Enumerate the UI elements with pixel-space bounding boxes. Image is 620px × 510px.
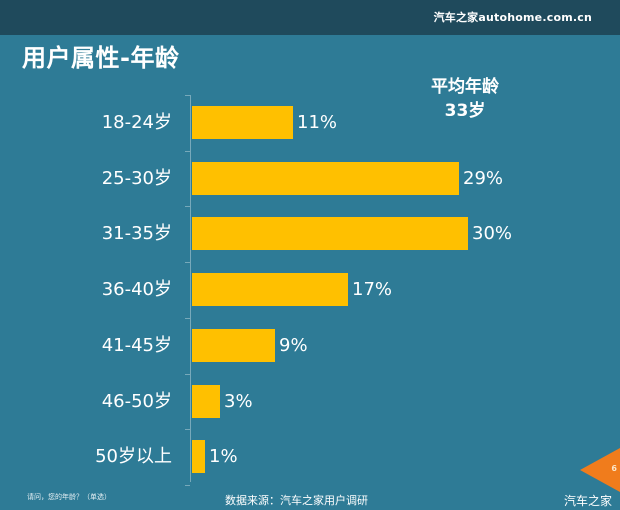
page-marker-icon [580,448,620,492]
axis-tick [185,151,190,152]
bar [192,106,293,139]
bar-value-label: 3% [224,391,253,412]
bar [192,329,275,362]
bar-value-label: 17% [352,279,393,300]
top-band: 汽车之家autohome.com.cn [0,0,620,35]
bar [192,162,459,195]
bar [192,440,205,473]
axis-tick [185,262,190,263]
category-label: 25-30岁 [101,168,172,189]
axis-tick [185,95,190,96]
survey-question: 请问，您的年龄？（单选） [27,493,111,501]
category-label: 50岁以上 [95,446,172,467]
category-label: 31-35岁 [101,223,172,244]
average-age-value: 33岁 [444,101,486,121]
axis-tick [185,318,190,319]
axis-tick [185,429,190,430]
bar-value-label: 29% [463,168,504,189]
category-label: 36-40岁 [101,279,172,300]
average-age-label: 平均年龄 [431,77,499,97]
category-label: 46-50岁 [101,391,172,412]
page-number: 6 [611,464,617,473]
bar-row: 50岁以上 1% [0,440,620,473]
bar-row: 25-30岁 29% [0,162,620,195]
page-title: 用户属性-年龄 [22,44,180,72]
watermark: 汽车之家 [563,494,612,508]
bar-row: 41-45岁 9% [0,329,620,362]
category-label: 41-45岁 [101,335,172,356]
bar-value-label: 1% [209,446,238,467]
bar-row: 36-40岁 17% [0,273,620,306]
average-age-callout: 平均年龄 33岁 [410,75,520,123]
bar [192,217,468,250]
category-axis [190,95,191,482]
brand-logo-text: 汽车之家autohome.com.cn [433,11,592,24]
category-label: 18-24岁 [101,112,172,133]
bar-value-label: 11% [297,112,338,133]
bar-value-label: 30% [472,223,513,244]
axis-tick [185,206,190,207]
bar [192,385,220,418]
bar-value-label: 9% [279,335,308,356]
bar [192,273,348,306]
bar-row: 31-35岁 30% [0,217,620,250]
axis-tick [185,485,190,486]
bar-row: 46-50岁 3% [0,385,620,418]
bar-row: 18-24岁 11% [0,106,620,139]
axis-tick [185,374,190,375]
data-source: 数据来源：汽车之家用户调研 [225,494,368,507]
